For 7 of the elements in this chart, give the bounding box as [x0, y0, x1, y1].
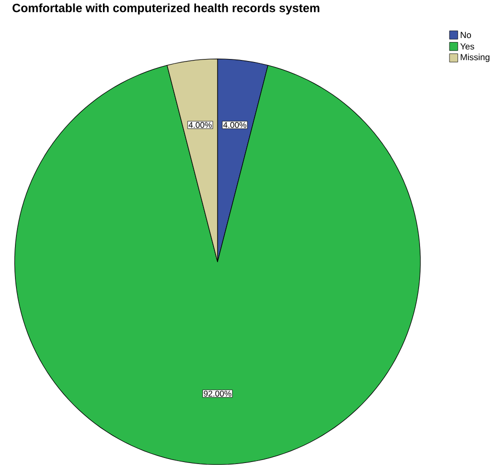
chart-title: Comfortable with computerized health records system	[12, 3, 320, 15]
data-label: 92.00%	[204, 390, 232, 397]
data-label: 4.00%	[188, 122, 212, 128]
legend-label: No	[460, 32, 471, 38]
data-label: 4.00%	[223, 122, 246, 128]
legend-label: Missing	[460, 54, 490, 62]
slice-label: Yes	[460, 43, 474, 50]
